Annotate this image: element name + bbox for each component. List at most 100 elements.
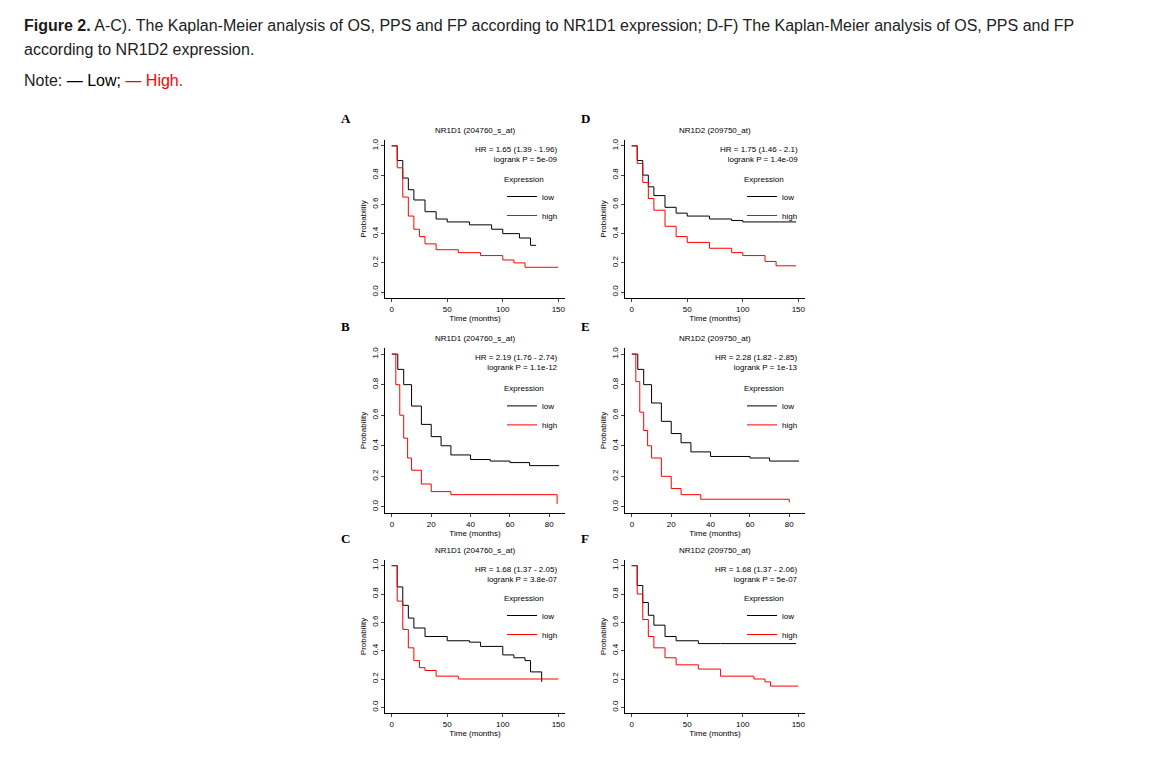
- svg-text:100: 100: [496, 720, 510, 729]
- svg-text:1.0: 1.0: [371, 558, 380, 570]
- svg-text:0.2: 0.2: [611, 256, 620, 268]
- svg-text:0.4: 0.4: [371, 438, 380, 450]
- svg-text:HR = 1.65 (1.39 - 1.96)logrank: HR = 1.65 (1.39 - 1.96)logrank P = 5e-09: [475, 145, 558, 164]
- svg-text:Time (months): Time (months): [689, 729, 741, 738]
- svg-text:high: high: [782, 631, 797, 640]
- svg-text:Expression: Expression: [504, 384, 544, 393]
- svg-text:0.2: 0.2: [611, 469, 620, 481]
- svg-text:0.0: 0.0: [611, 700, 620, 712]
- svg-text:Expression: Expression: [504, 175, 544, 184]
- svg-text:1.0: 1.0: [611, 558, 620, 570]
- svg-text:50: 50: [443, 305, 452, 314]
- svg-text:Expression: Expression: [744, 594, 784, 603]
- svg-text:HR = 1.75 (1.46 - 2.1)logrank: HR = 1.75 (1.46 - 2.1)logrank P = 1.4e-0…: [720, 145, 798, 164]
- svg-text:HR = 1.68 (1.37 - 2.06)logrank: HR = 1.68 (1.37 - 2.06)logrank P = 5e-07: [715, 565, 798, 584]
- svg-text:high: high: [782, 421, 797, 430]
- svg-text:0: 0: [390, 520, 395, 529]
- svg-text:60: 60: [505, 520, 514, 529]
- svg-text:A: A: [341, 111, 351, 126]
- svg-text:Time (months): Time (months): [689, 529, 741, 538]
- svg-text:0.8: 0.8: [611, 168, 620, 180]
- svg-text:Probability: Probability: [359, 200, 368, 237]
- svg-text:50: 50: [443, 720, 452, 729]
- svg-text:NR1D1 (204760_s_at): NR1D1 (204760_s_at): [435, 334, 515, 343]
- svg-text:0.2: 0.2: [371, 672, 380, 684]
- svg-text:B: B: [341, 319, 350, 334]
- svg-text:HR = 1.68 (1.37 - 2.05)logrank: HR = 1.68 (1.37 - 2.05)logrank P = 3.8e-…: [475, 565, 558, 584]
- svg-text:1.0: 1.0: [371, 347, 380, 359]
- svg-text:low: low: [542, 612, 554, 621]
- svg-text:low: low: [782, 193, 794, 202]
- svg-text:Probability: Probability: [599, 200, 608, 237]
- svg-text:0.4: 0.4: [611, 643, 620, 655]
- svg-text:150: 150: [552, 720, 566, 729]
- svg-text:0: 0: [629, 305, 634, 314]
- svg-text:C: C: [341, 531, 350, 546]
- svg-text:0.4: 0.4: [611, 438, 620, 450]
- svg-text:0.8: 0.8: [611, 587, 620, 599]
- svg-text:high: high: [542, 212, 557, 221]
- svg-text:50: 50: [683, 305, 692, 314]
- svg-text:low: low: [542, 193, 554, 202]
- svg-text:150: 150: [792, 305, 806, 314]
- svg-text:Expression: Expression: [744, 175, 784, 184]
- svg-text:0.6: 0.6: [371, 197, 380, 209]
- svg-text:0.2: 0.2: [371, 256, 380, 268]
- svg-text:0.4: 0.4: [611, 226, 620, 238]
- svg-text:Probability: Probability: [599, 412, 608, 449]
- svg-text:high: high: [782, 212, 797, 221]
- svg-text:NR1D2 (209750_at): NR1D2 (209750_at): [679, 334, 751, 343]
- svg-text:50: 50: [683, 720, 692, 729]
- svg-text:0.2: 0.2: [611, 672, 620, 684]
- svg-text:0.0: 0.0: [611, 285, 620, 297]
- svg-text:Probability: Probability: [359, 618, 368, 655]
- svg-text:low: low: [542, 402, 554, 411]
- svg-text:1.0: 1.0: [611, 347, 620, 359]
- svg-text:low: low: [782, 612, 794, 621]
- svg-text:0.8: 0.8: [371, 377, 380, 389]
- svg-text:Time (months): Time (months): [449, 729, 501, 738]
- svg-text:0.4: 0.4: [371, 226, 380, 238]
- svg-text:0: 0: [629, 720, 634, 729]
- svg-text:20: 20: [427, 520, 436, 529]
- svg-text:Time (months): Time (months): [449, 529, 501, 538]
- svg-text:HR = 2.19 (1.76 - 2.74)logrank: HR = 2.19 (1.76 - 2.74)logrank P = 1.1e-…: [475, 353, 558, 372]
- svg-text:0.6: 0.6: [371, 408, 380, 420]
- svg-text:NR1D2 (209750_at): NR1D2 (209750_at): [679, 126, 751, 135]
- svg-text:20: 20: [667, 520, 676, 529]
- svg-text:Probability: Probability: [359, 412, 368, 449]
- svg-text:0.6: 0.6: [611, 408, 620, 420]
- svg-text:0.8: 0.8: [371, 168, 380, 180]
- svg-text:Probability: Probability: [599, 618, 608, 655]
- svg-text:Time (months): Time (months): [689, 314, 741, 323]
- svg-text:high: high: [542, 421, 557, 430]
- svg-text:60: 60: [745, 520, 754, 529]
- svg-text:80: 80: [545, 520, 554, 529]
- svg-text:150: 150: [792, 720, 806, 729]
- svg-text:high: high: [542, 631, 557, 640]
- svg-text:low: low: [782, 402, 794, 411]
- svg-text:E: E: [581, 319, 590, 334]
- svg-text:0.0: 0.0: [371, 285, 380, 297]
- svg-text:NR1D1 (204760_s_at): NR1D1 (204760_s_at): [435, 546, 515, 555]
- svg-text:0.4: 0.4: [371, 643, 380, 655]
- svg-text:NR1D1 (204760_s_at): NR1D1 (204760_s_at): [435, 126, 515, 135]
- svg-text:0.8: 0.8: [371, 587, 380, 599]
- svg-text:0: 0: [630, 520, 635, 529]
- svg-text:0.0: 0.0: [371, 500, 380, 512]
- svg-text:1.0: 1.0: [371, 139, 380, 151]
- svg-text:150: 150: [552, 305, 566, 314]
- svg-text:F: F: [581, 531, 589, 546]
- svg-text:100: 100: [736, 305, 750, 314]
- svg-text:0.2: 0.2: [371, 469, 380, 481]
- svg-text:Time (months): Time (months): [449, 314, 501, 323]
- svg-text:Expression: Expression: [504, 594, 544, 603]
- svg-text:0: 0: [389, 305, 394, 314]
- svg-text:40: 40: [466, 520, 475, 529]
- svg-text:40: 40: [706, 520, 715, 529]
- svg-text:80: 80: [785, 520, 794, 529]
- svg-text:100: 100: [496, 305, 510, 314]
- svg-text:0.0: 0.0: [611, 500, 620, 512]
- svg-text:D: D: [581, 111, 590, 126]
- svg-text:0.6: 0.6: [611, 615, 620, 627]
